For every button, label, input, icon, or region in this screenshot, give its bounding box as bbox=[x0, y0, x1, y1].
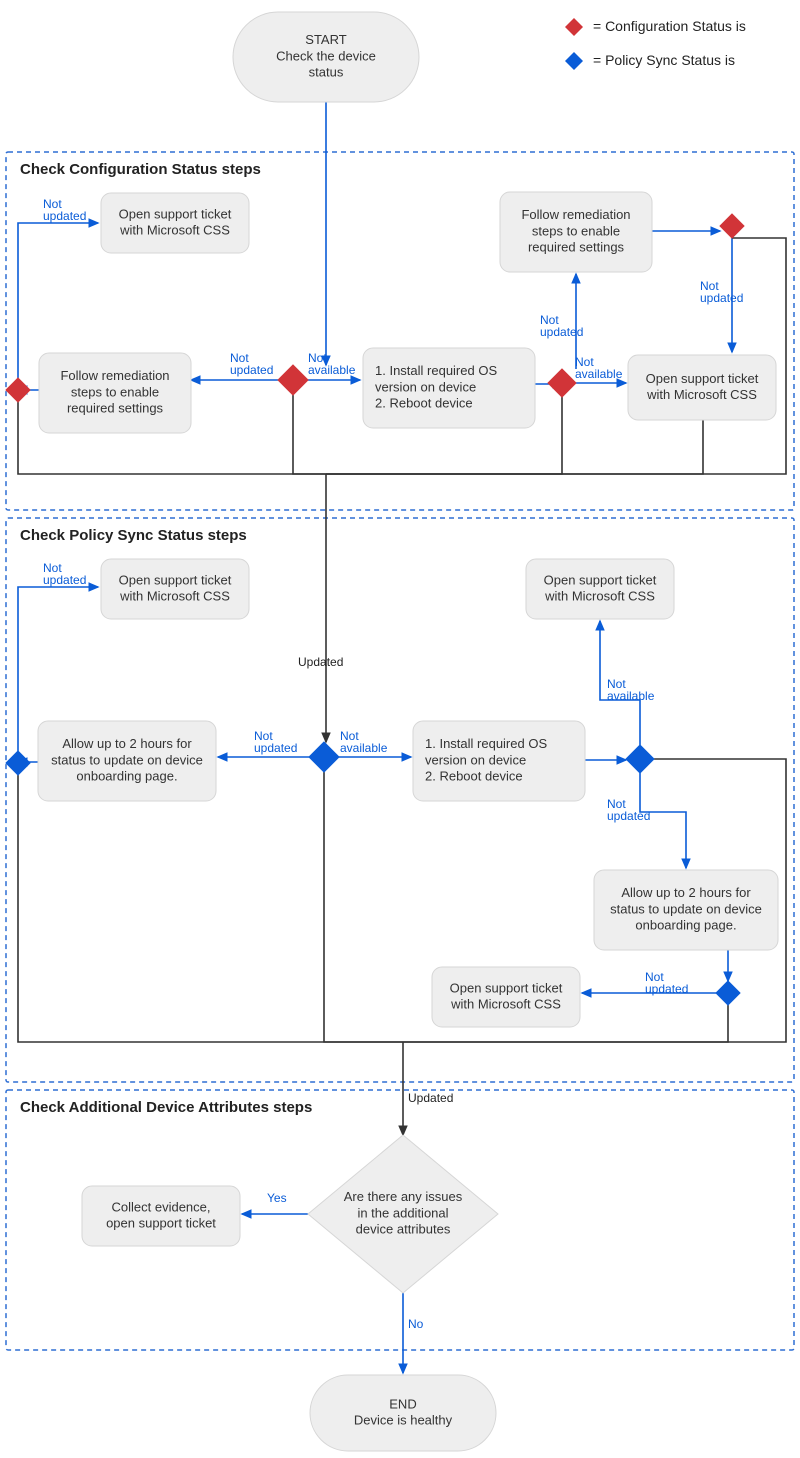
node-pol_ticket_L: Open support ticket with Microsoft CSS bbox=[101, 559, 249, 619]
edge-label: Updated bbox=[298, 655, 343, 669]
node-cfg_remed_R: Follow remediationsteps to enable require… bbox=[500, 192, 652, 272]
node-text: Open support ticket bbox=[450, 980, 563, 995]
section-title: Check Additional Device Attributes steps bbox=[20, 1099, 312, 1116]
edge bbox=[18, 775, 403, 1042]
node-text: Device is healthy bbox=[354, 1413, 453, 1428]
node-text: onboarding page. bbox=[635, 918, 736, 933]
node-text: with Microsoft CSS bbox=[646, 387, 757, 402]
section-title: Check Policy Sync Status steps bbox=[20, 527, 247, 544]
legend-diamond bbox=[565, 18, 583, 36]
edge-label: available bbox=[575, 367, 623, 381]
node-text: version on device bbox=[375, 379, 476, 394]
node-cfg_diamondR bbox=[720, 214, 744, 238]
edge-label: updated bbox=[43, 573, 86, 587]
node-text: Allow up to 2 hours for bbox=[621, 885, 751, 900]
node-text: Open support ticket bbox=[646, 371, 759, 386]
node-pol_diamondR bbox=[716, 981, 740, 1005]
node-text: 2. Reboot device bbox=[425, 769, 523, 784]
node-text: with Microsoft CSS bbox=[119, 223, 230, 238]
node-text: status to update on device bbox=[610, 901, 762, 916]
node-text: steps to enable bbox=[532, 223, 620, 238]
node-cfg_ticket_R: Open support ticketwith Microsoft CSS bbox=[628, 355, 776, 420]
edge-label: Updated bbox=[408, 1091, 453, 1105]
node-text: open support ticket bbox=[106, 1216, 216, 1231]
node-cfg_ticket_L: Open support ticket with Microsoft CSS bbox=[101, 193, 249, 253]
edge bbox=[324, 772, 403, 1042]
node-text: END bbox=[389, 1396, 416, 1411]
node-text: 1. Install required OS bbox=[375, 363, 497, 378]
edge-label: updated bbox=[230, 363, 273, 377]
node-cfg_diamondL bbox=[6, 378, 30, 402]
edge-label: updated bbox=[43, 209, 86, 223]
node-pol_ticket_B: Open support ticket with Microsoft CSS bbox=[432, 967, 580, 1027]
node-text: device attributes bbox=[356, 1222, 451, 1237]
legend-label: = Policy Sync Status is bbox=[593, 52, 735, 68]
edge-label: updated bbox=[254, 741, 297, 755]
node-text: status bbox=[309, 65, 344, 80]
node-text: START bbox=[305, 32, 346, 47]
node-text: Open support ticket bbox=[119, 572, 232, 587]
node-pol_diamondL bbox=[6, 751, 30, 775]
node-pol_ticket_T: Open support ticket with Microsoft CSS bbox=[526, 559, 674, 619]
node-text: 1. Install required OS bbox=[425, 736, 547, 751]
node-end: END Device is healthy bbox=[310, 1375, 496, 1451]
node-text: Collect evidence, bbox=[112, 1199, 211, 1214]
section-title: Check Configuration Status steps bbox=[20, 161, 261, 178]
node-text: Follow remediation bbox=[60, 368, 169, 383]
node-text: 2. Reboot device bbox=[375, 396, 473, 411]
node-pol_diamond1 bbox=[309, 742, 339, 772]
edge bbox=[293, 395, 326, 474]
node-text: Check the device bbox=[276, 48, 376, 63]
edge-label: updated bbox=[607, 809, 650, 823]
edge-label: available bbox=[308, 363, 356, 377]
node-text: Are there any issues bbox=[344, 1189, 463, 1204]
node-start: STARTCheck the device status bbox=[233, 12, 419, 102]
node-pol_allow_R: Allow up to 2 hours forstatus to update … bbox=[594, 870, 778, 950]
node-text: Open support ticket bbox=[119, 206, 232, 221]
legend-label: = Configuration Status is bbox=[593, 18, 746, 34]
node-text: status to update on device bbox=[51, 752, 203, 767]
flowchart-canvas: Check Configuration Status steps Check Po… bbox=[0, 0, 800, 1458]
node-text: steps to enable bbox=[71, 384, 159, 399]
node-text: version on device bbox=[425, 752, 526, 767]
node-cfg_diamond2 bbox=[548, 369, 576, 397]
node-text: with Microsoft CSS bbox=[119, 589, 230, 604]
node-attr_diamond: Are there any issuesin the additional dev… bbox=[308, 1135, 498, 1293]
node-text: Open support ticket bbox=[544, 572, 657, 587]
edge-label: updated bbox=[700, 291, 743, 305]
node-text: onboarding page. bbox=[76, 769, 177, 784]
edge-label: Yes bbox=[267, 1191, 287, 1205]
node-text: Allow up to 2 hours for bbox=[62, 736, 192, 751]
node-text: required settings bbox=[528, 240, 625, 255]
node-text: required settings bbox=[67, 401, 164, 416]
node-cfg_remed_L: Follow remediationsteps to enable require… bbox=[39, 353, 191, 433]
node-attr_collect: Collect evidence, open support ticket bbox=[82, 1186, 240, 1246]
edge-label: updated bbox=[645, 982, 688, 996]
node-pol_install: 1. Install required OS version on device… bbox=[413, 721, 585, 801]
node-text: with Microsoft CSS bbox=[450, 997, 561, 1012]
node-pol_diamond2 bbox=[626, 745, 654, 773]
nodes: STARTCheck the device status Open support … bbox=[6, 12, 778, 1451]
edge-label: updated bbox=[540, 325, 583, 339]
edge-label: available bbox=[340, 741, 388, 755]
edge-label: available bbox=[607, 689, 655, 703]
node-cfg_diamond1 bbox=[278, 365, 308, 395]
node-cfg_install: 1. Install required OS version on device… bbox=[363, 348, 535, 428]
node-text: with Microsoft CSS bbox=[544, 589, 655, 604]
edge-label: No bbox=[408, 1317, 424, 1331]
node-text: in the additional bbox=[357, 1205, 448, 1220]
node-pol_allow_L: Allow up to 2 hours forstatus to update … bbox=[38, 721, 216, 801]
legend-diamond bbox=[565, 52, 583, 70]
node-text: Follow remediation bbox=[521, 207, 630, 222]
